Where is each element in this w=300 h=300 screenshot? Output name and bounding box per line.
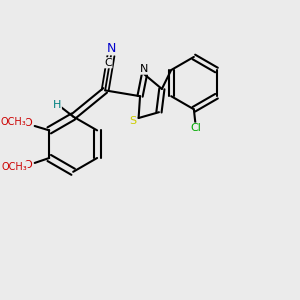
- Text: S: S: [129, 116, 136, 126]
- Text: N: N: [140, 64, 148, 74]
- Text: OCH₃: OCH₃: [0, 117, 26, 127]
- Text: H: H: [53, 100, 61, 110]
- Text: O: O: [23, 118, 32, 128]
- Text: Cl: Cl: [191, 123, 202, 133]
- Text: OCH₃: OCH₃: [2, 162, 27, 172]
- Text: N: N: [106, 42, 116, 55]
- Text: C: C: [104, 58, 112, 68]
- Text: O: O: [23, 160, 32, 170]
